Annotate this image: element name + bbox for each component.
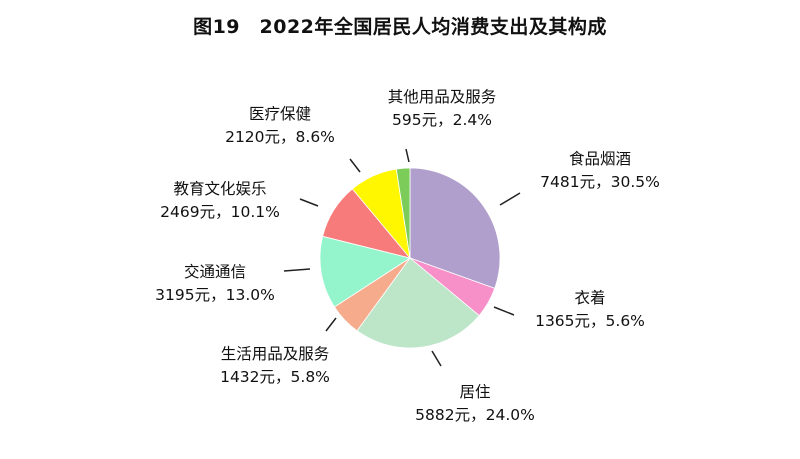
leader-line — [325, 317, 337, 332]
slice-name: 交通通信 — [183, 263, 246, 281]
slice-value: 5882元，24.0% — [415, 406, 535, 424]
slice-label: 食品烟酒 7481元，30.5% — [500, 148, 700, 194]
slice-value: 1432元，5.8% — [220, 368, 330, 386]
pie-slice — [319, 235, 411, 308]
slice-label: 生活用品及服务 1432元，5.8% — [175, 343, 375, 389]
slice-label: 居住 5882元，24.0% — [375, 381, 575, 427]
slice-name: 食品烟酒 — [568, 150, 631, 168]
slice-name: 生活用品及服务 — [220, 345, 330, 363]
slice-value: 1365元，5.6% — [535, 312, 645, 330]
leader-line — [349, 158, 361, 173]
leader-line — [405, 148, 410, 163]
leader-line — [283, 268, 311, 272]
slice-label: 交通通信 3195元，13.0% — [115, 261, 315, 307]
slice-label: 教育文化娱乐 2469元，10.1% — [120, 178, 320, 224]
pie-slice — [409, 167, 501, 289]
leader-line — [431, 350, 442, 367]
slice-value: 2120元，8.6% — [225, 128, 335, 146]
slice-name: 教育文化娱乐 — [173, 180, 267, 198]
slice-label: 其他用品及服务 595元，2.4% — [342, 86, 542, 132]
slice-name: 其他用品及服务 — [387, 88, 497, 106]
slice-value: 7481元，30.5% — [540, 173, 660, 191]
slice-value: 3195元，13.0% — [155, 286, 275, 304]
slice-name: 居住 — [459, 383, 491, 401]
slice-value: 2469元，10.1% — [160, 203, 280, 221]
leader-line — [499, 192, 521, 206]
leader-line — [299, 198, 319, 207]
pie-slice — [395, 167, 411, 259]
slice-label: 医疗保健 2120元，8.6% — [180, 103, 380, 149]
chart-title: 图19 2022年全国居民人均消费支出及其构成 — [193, 16, 607, 38]
slice-value: 595元，2.4% — [392, 111, 492, 129]
leader-line — [493, 306, 515, 316]
slice-name: 医疗保健 — [248, 105, 311, 123]
slice-label: 衣着 1365元，5.6% — [490, 287, 690, 333]
pie-slice — [356, 257, 480, 349]
slice-name: 衣着 — [574, 289, 606, 307]
